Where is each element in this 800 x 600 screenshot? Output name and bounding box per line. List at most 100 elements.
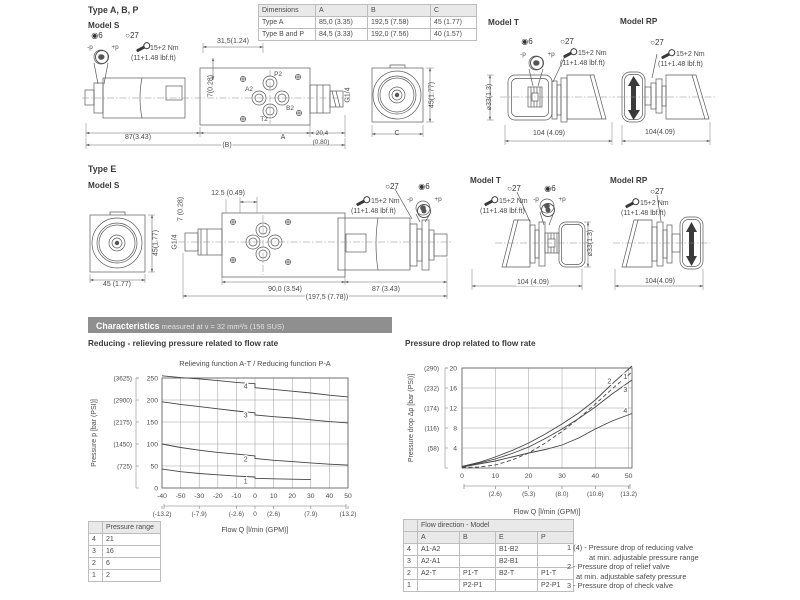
svg-text:-40: -40: [157, 493, 167, 500]
table-cell: Type B and P: [258, 28, 316, 41]
series-1-label: 1: [244, 479, 248, 486]
abp-t-torque-lb-label: (11+1.48 lbf.ft): [560, 60, 605, 67]
table-cell: 3: [403, 555, 418, 568]
right-chart-heading: Pressure drop related to flow rate: [405, 339, 536, 348]
table-header-cell: Pressure range: [102, 521, 161, 534]
abp-s-plus-p-label: +p: [111, 44, 119, 51]
e-s-g14-label: G1/4: [171, 234, 179, 250]
svg-text:(232): (232): [424, 385, 439, 392]
abp-t-dim-104: 104 (4.09): [532, 130, 566, 137]
abp-t-torque-label: 15+2 Nm: [578, 50, 607, 57]
table-row: 3 16: [88, 545, 161, 558]
table-cell: 84,5 (3.33): [315, 28, 368, 41]
table-cell: P1-T: [459, 567, 496, 580]
table-cell: B2-B1: [495, 555, 538, 568]
abp-s-dim-45: 45(1.77): [428, 81, 436, 109]
table-header-row: Dimensions A B C: [258, 4, 477, 17]
abp-s-dim-204: 20,4: [315, 130, 329, 137]
svg-text:50: 50: [625, 473, 633, 480]
series-2-label: 2: [607, 378, 611, 385]
series-1-curve: [161, 468, 311, 481]
svg-text:50: 50: [150, 463, 158, 470]
e-s-plus-p-label: +p: [434, 196, 442, 203]
series-4-curve: [461, 413, 633, 468]
table-header-cell: B: [367, 4, 431, 17]
e-s-dim-45-bottom: 45 (1.77): [102, 281, 132, 288]
e-s-torque-label: 15+2 Nm: [371, 198, 400, 205]
table-header-cell: B: [459, 531, 496, 544]
svg-text:-30: -30: [194, 493, 204, 500]
svg-text:(13.2): (13.2): [620, 491, 637, 498]
abp-s-dim-7: 7(0.28): [207, 74, 215, 98]
table-header-cell: [403, 531, 418, 544]
chart-plot: 0 10 20 30 40 504(58)8(116)12(174)16(232)20(2…: [408, 365, 637, 516]
svg-text:Pressure drop Δp [bar (PSI)]: Pressure drop Δp [bar (PSI)]: [408, 374, 415, 462]
table-header-cell: P: [537, 531, 574, 544]
table-cell: A2-A1: [417, 555, 460, 568]
abp-s-hex6-symbol: ◉6: [91, 31, 103, 40]
flow-direction-table: Flow direction - Model A B E P 4 A1-A2 B1-B2 3 A2…: [403, 519, 574, 592]
svg-text:0: 0: [253, 493, 257, 500]
svg-text:10: 10: [492, 473, 500, 480]
svg-text:0: 0: [253, 511, 257, 518]
e-model-s-drawing: [89, 188, 452, 299]
svg-text:50: 50: [344, 493, 352, 500]
svg-text:-50: -50: [176, 493, 186, 500]
table-cell: [417, 579, 460, 592]
svg-text:12: 12: [449, 405, 457, 412]
table-cell: 1: [88, 569, 103, 582]
svg-text:20: 20: [449, 365, 457, 372]
e-s-minus-p-label: -p: [407, 196, 413, 203]
svg-text:8: 8: [453, 425, 457, 432]
e-t-torque-lb-label: (11+1.48 lbf.ft): [480, 208, 525, 215]
series-2-curve: [161, 443, 349, 466]
abp-s-port-b2: B2: [286, 105, 294, 112]
svg-text:(-7.9): (-7.9): [192, 511, 207, 518]
series-2-label: 2: [244, 456, 248, 463]
section-abp-heading: Type A, B, P: [88, 5, 139, 15]
e-t-torque-label: 15+2 Nm: [499, 198, 528, 205]
e-t-hex6-symbol: ◉6: [544, 184, 556, 193]
e-model-rp-drawing: [613, 194, 710, 290]
svg-text:100: 100: [147, 441, 159, 448]
abp-model-rp-heading: Model RP: [620, 17, 658, 26]
table-cell: 2: [88, 557, 103, 570]
e-t-dim-104: 104 (4.09): [516, 279, 550, 286]
table-row: 3 A2-A1 B2-B1: [403, 555, 574, 568]
abp-rp-wrench27-symbol: ○27: [650, 38, 664, 47]
svg-text:30: 30: [307, 493, 315, 500]
abp-model-t-heading: Model T: [488, 18, 519, 27]
svg-text:(8.0): (8.0): [555, 491, 568, 498]
abp-s-g14-label: G1/4: [344, 87, 352, 103]
svg-text:-10: -10: [231, 493, 241, 500]
section-e-heading: Type E: [88, 164, 117, 174]
table-cell: 4: [403, 543, 418, 556]
table-row: 4 A1-A2 B1-B2: [403, 543, 574, 556]
table-cell: 1: [403, 579, 418, 592]
table-header-cell: A: [417, 531, 460, 544]
e-model-s-heading: Model S: [88, 181, 120, 190]
abp-s-port-a2: A2: [245, 86, 253, 93]
svg-text:(116): (116): [425, 425, 439, 432]
e-rp-torque-lb-label: (11+1.48 lbf.ft): [621, 210, 666, 217]
footnote-line: 1 (4) - Pressure drop of reducing valve: [567, 543, 694, 552]
svg-text:0: 0: [460, 473, 464, 480]
e-s-adjustment-knob-icon: [417, 204, 431, 218]
svg-text:(2.6): (2.6): [267, 511, 280, 518]
e-s-hex6-symbol: ◉6: [418, 182, 430, 191]
table-header-cell: A: [315, 4, 368, 17]
abp-s-torque-lb-label: (11+1.48 lbf.ft): [131, 55, 176, 62]
svg-text:30: 30: [558, 473, 566, 480]
table-cell: [459, 543, 496, 556]
svg-text:4: 4: [453, 445, 457, 452]
svg-text:250: 250: [147, 375, 159, 382]
e-s-dim-197: (197,5 (7.78)): [304, 294, 350, 301]
table-header-cell: [88, 521, 103, 534]
svg-text:150: 150: [147, 419, 159, 426]
e-t-plus-p-label: +p: [558, 196, 566, 203]
svg-text:(10.6): (10.6): [587, 491, 604, 498]
svg-text:(-2.6): (-2.6): [229, 511, 244, 518]
series-4-label: 4: [244, 384, 248, 391]
